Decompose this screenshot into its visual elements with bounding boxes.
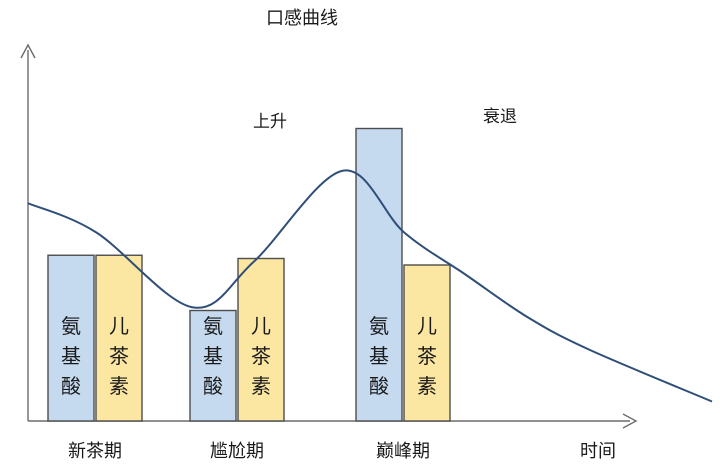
bar-label-char: 基 [61, 344, 81, 368]
category-label: 新茶期 [68, 441, 122, 462]
bar-label-char: 素 [109, 374, 129, 398]
bar-catechin-1 [237, 257, 285, 422]
bar-label-char: 酸 [369, 374, 389, 398]
bar-label-char: 素 [417, 374, 437, 398]
bar-label-char: 酸 [61, 374, 81, 398]
bar-label-char: 茶 [251, 344, 271, 368]
bar-catechin-0 [95, 254, 143, 422]
x-axis-arrow [622, 413, 638, 429]
bar-label-char: 酸 [203, 374, 223, 398]
category-labels: 新茶期 尴尬期 巅峰期 [68, 441, 430, 462]
taste-curve-line [27, 169, 713, 403]
bar-label-char: 儿 [417, 314, 437, 338]
category-label: 尴尬期 [210, 441, 264, 462]
bar-catechin-2 [403, 264, 451, 422]
bar-label-char: 茶 [109, 344, 129, 368]
bar-amino-acid-1 [189, 309, 237, 422]
curve-annotation: 上升 [253, 112, 287, 132]
bar-label-char: 基 [203, 344, 223, 368]
category-label: 巅峰期 [376, 441, 430, 462]
bar-amino-acid-2 [355, 127, 403, 422]
bar-label-char: 氨 [61, 314, 81, 338]
x-axis-label: 时间 [580, 441, 616, 462]
curve-annotations: 上升 衰退 [253, 107, 517, 132]
bar-label-char: 儿 [109, 314, 129, 338]
bar-label-char: 氨 [369, 314, 389, 338]
chart-title: 口感曲线 [266, 8, 338, 29]
bar-label-char: 基 [369, 344, 389, 368]
curve-annotation: 衰退 [483, 107, 517, 127]
y-axis-arrow [20, 43, 36, 59]
bar-label-char: 氨 [203, 314, 223, 338]
bar-label-char: 素 [251, 374, 271, 398]
bar-amino-acid-0 [47, 254, 95, 422]
bar-label-char: 茶 [417, 344, 437, 368]
bar-label-char: 儿 [251, 314, 271, 338]
